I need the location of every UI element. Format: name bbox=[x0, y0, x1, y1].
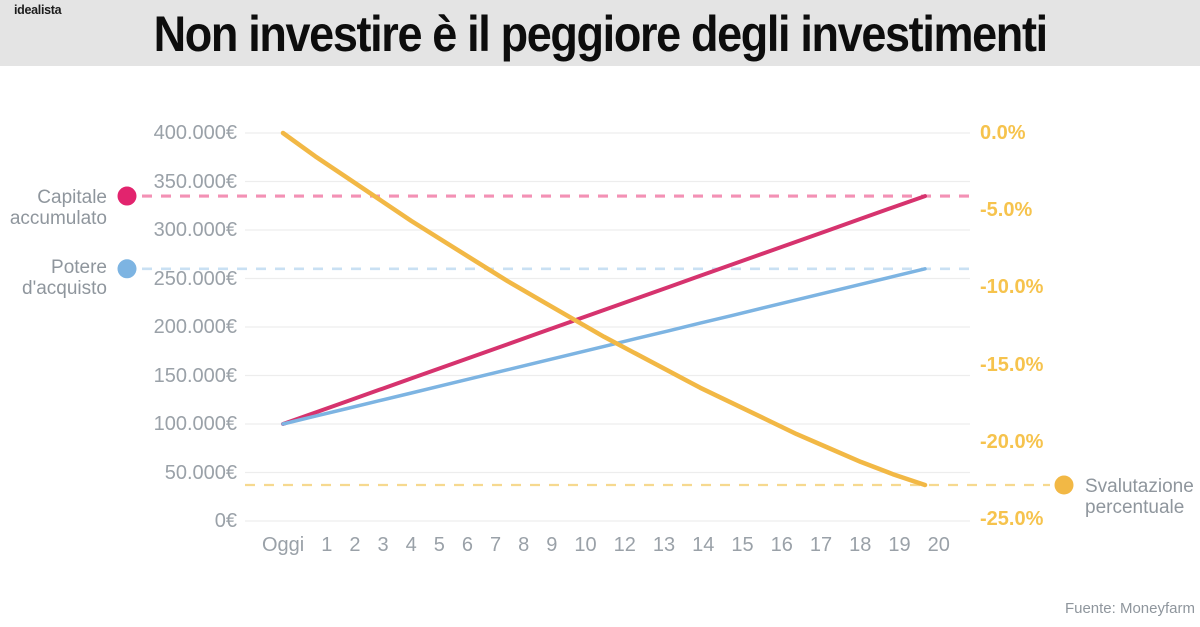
legend-devaluation-line2: percentuale bbox=[1085, 497, 1185, 518]
page-title: Non investire è il peggiore degli invest… bbox=[0, 0, 1200, 66]
x-axis-label: 6 bbox=[461, 534, 473, 556]
x-axis-label: 16 bbox=[770, 534, 793, 556]
left-axis-label: 400.000€ bbox=[153, 122, 237, 144]
x-axis-label: 15 bbox=[731, 534, 754, 556]
capital-line bbox=[281, 194, 927, 426]
legend-marker-dots bbox=[117, 186, 1074, 495]
legend-devaluation: Svalutazione percentuale bbox=[1085, 476, 1200, 518]
page-title-text: Non investire è il peggiore degli invest… bbox=[153, 6, 1047, 62]
devaluation-dot bbox=[1054, 475, 1074, 495]
x-axis-label: 18 bbox=[849, 534, 872, 556]
right-axis-label: 0.0% bbox=[980, 122, 1026, 144]
legend-capital-line1: Capitale bbox=[37, 187, 107, 208]
x-axis-label: 3 bbox=[377, 534, 389, 556]
gridlines bbox=[245, 132, 970, 522]
legend-capital: Capitale accumulato bbox=[0, 187, 107, 229]
idealista-logo: idealista bbox=[14, 3, 62, 17]
purchasing-power-dot bbox=[117, 259, 137, 279]
legend-devaluation-line1: Svalutazione bbox=[1085, 476, 1194, 497]
x-axis-label: 12 bbox=[613, 534, 636, 556]
source-note: Fuente: Moneyfarm bbox=[1064, 600, 1195, 617]
purchasing-power-line bbox=[281, 267, 927, 426]
left-axis-label: 300.000€ bbox=[153, 219, 237, 241]
right-axis-label: -25.0% bbox=[980, 508, 1044, 530]
x-axis-label: 8 bbox=[518, 534, 530, 556]
left-axis-label: 100.000€ bbox=[153, 413, 237, 435]
right-axis-label: -5.0% bbox=[980, 199, 1033, 222]
left-axis-label: 350.000€ bbox=[153, 170, 237, 193]
legend-purchasing-power: Potere d'acquisto bbox=[0, 257, 107, 299]
data-series-lines bbox=[280, 130, 928, 488]
right-axis-label: -10.0% bbox=[980, 276, 1044, 299]
x-axis-label: Oggi bbox=[262, 534, 305, 556]
x-axis-label: 14 bbox=[692, 534, 715, 556]
legend-power-line1: Potere bbox=[51, 257, 107, 278]
left-axis-label: 50.000€ bbox=[164, 461, 237, 484]
right-axis-label: -20.0% bbox=[980, 430, 1044, 453]
legend-power-line2: d'acquisto bbox=[22, 278, 107, 299]
devaluation-line bbox=[280, 130, 928, 488]
x-axis-label: 2 bbox=[349, 534, 361, 556]
left-axis-label: 150.000€ bbox=[153, 364, 237, 387]
capital-dot bbox=[117, 186, 137, 206]
x-axis-label: 9 bbox=[546, 534, 558, 556]
x-axis-label: 5 bbox=[433, 534, 445, 556]
x-axis-label: 1 bbox=[321, 534, 333, 556]
title-banner bbox=[0, 0, 1200, 66]
x-axis-label: 17 bbox=[809, 534, 833, 556]
x-axis-label: 7 bbox=[490, 534, 502, 556]
x-axis-label: 10 bbox=[574, 534, 597, 556]
x-axis-label: 13 bbox=[652, 534, 676, 556]
x-axis-label: 4 bbox=[405, 534, 417, 556]
right-axis-label: -15.0% bbox=[980, 353, 1044, 376]
left-axis-label: 250.000€ bbox=[153, 267, 237, 290]
x-axis: Oggi 1 2 3 4 5 6 7 8 9 10 12 13 14 15 16 17 18 19 20 bbox=[262, 534, 950, 557]
left-axis-label: 0€ bbox=[214, 510, 237, 532]
legend-capital-line2: accumulato bbox=[9, 208, 107, 229]
x-axis-label: 20 bbox=[927, 534, 950, 556]
reference-dashed-lines bbox=[142, 194, 1050, 487]
x-axis-label: 19 bbox=[888, 534, 911, 556]
left-axis-label: 200.000€ bbox=[153, 316, 237, 338]
